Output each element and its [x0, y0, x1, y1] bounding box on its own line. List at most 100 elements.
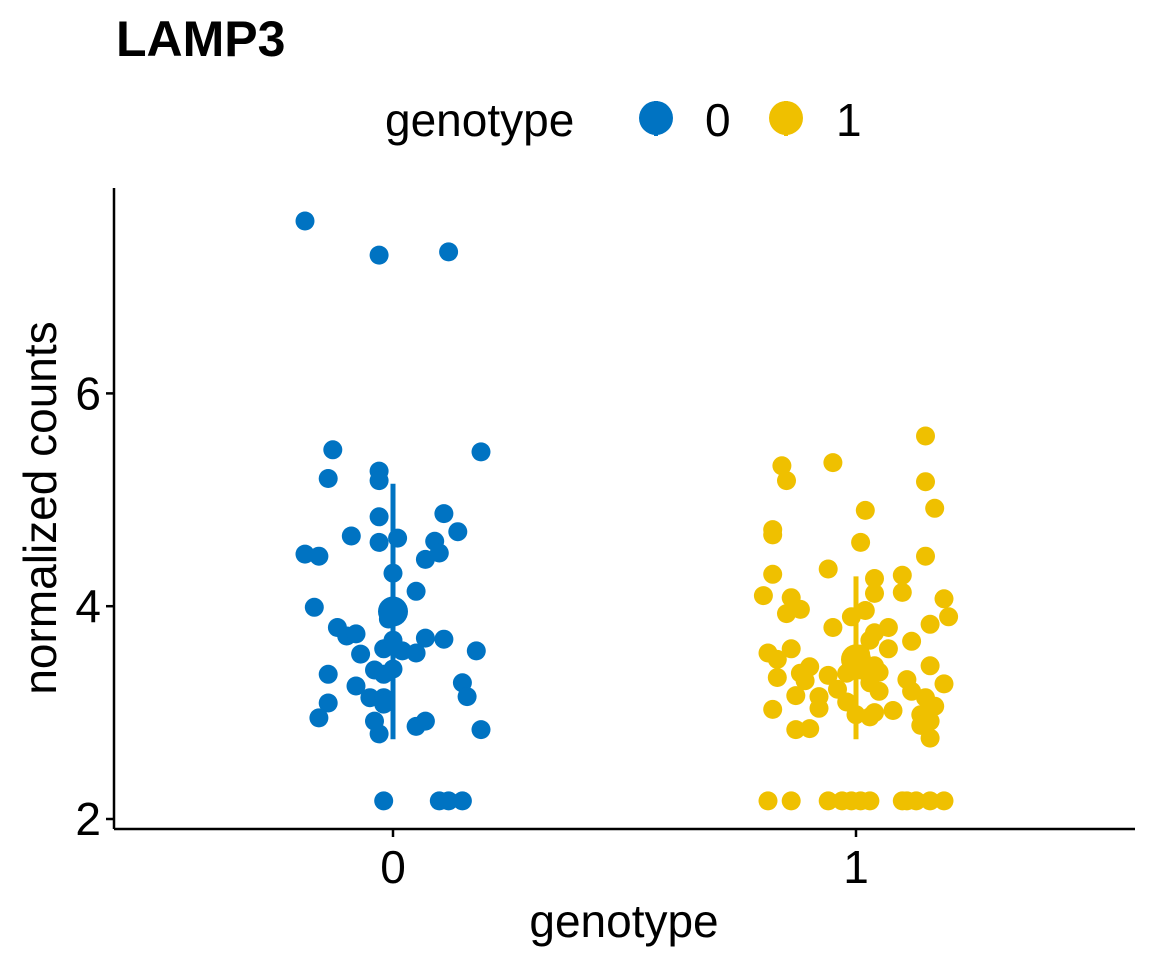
data-point: [318, 469, 338, 488]
data-point: [920, 728, 940, 748]
data-point: [304, 597, 324, 617]
data-point: [781, 639, 801, 659]
data-point: [902, 631, 922, 651]
data-point: [434, 504, 454, 524]
data-point: [753, 586, 773, 606]
data-point: [786, 720, 806, 740]
legend-title: genotype: [385, 94, 574, 146]
summary-mean-point: [841, 644, 871, 675]
data-point: [471, 442, 491, 462]
data-point: [883, 701, 903, 720]
data-point: [369, 724, 389, 744]
data-point: [374, 664, 394, 684]
data-point: [777, 471, 796, 491]
y-tick-label: 2: [75, 793, 101, 845]
data-point: [763, 699, 783, 719]
data-point: [795, 671, 815, 691]
data-point: [452, 791, 472, 811]
data-point: [925, 696, 945, 716]
x-axis-title: genotype: [529, 895, 718, 947]
data-point: [346, 676, 366, 696]
data-point: [439, 791, 459, 811]
data-point: [818, 665, 838, 685]
data-point: [471, 720, 491, 740]
data-point: [800, 719, 820, 739]
data-point: [781, 791, 801, 811]
plot-area: [295, 211, 959, 811]
data-point: [374, 791, 394, 811]
data-point: [860, 791, 880, 811]
data-point: [369, 471, 389, 491]
data-point: [429, 543, 449, 563]
data-point: [318, 664, 338, 684]
data-point: [892, 582, 912, 602]
data-point: [374, 694, 394, 714]
data-point: [767, 649, 787, 669]
data-point: [369, 507, 389, 527]
data-point: [767, 668, 787, 687]
data-point: [818, 559, 838, 579]
data-point: [920, 791, 940, 811]
legend-key-0: [639, 101, 673, 136]
data-point: [763, 520, 783, 540]
data-point: [939, 607, 959, 627]
data-point: [855, 500, 875, 520]
legend-label-0: 0: [705, 94, 731, 146]
data-point: [934, 589, 954, 609]
y-axis-ticks: 2 4 6: [75, 367, 114, 845]
data-point: [869, 681, 889, 701]
legend-label-1: 1: [836, 94, 862, 146]
x-tick-label: 1: [843, 841, 869, 893]
data-point: [309, 708, 329, 728]
legend-key-1-dot: [769, 101, 803, 135]
data-point: [892, 565, 912, 585]
data-point: [763, 564, 783, 584]
data-point: [916, 472, 935, 492]
data-point: [406, 643, 426, 663]
data-point: [916, 426, 935, 446]
data-point: [341, 526, 361, 546]
data-point: [457, 687, 477, 707]
data-point: [920, 614, 940, 634]
data-point: [448, 522, 468, 542]
data-point: [786, 686, 806, 706]
data-point: [934, 674, 954, 694]
data-point: [369, 532, 389, 552]
data-point: [823, 453, 843, 473]
data-point: [920, 656, 940, 676]
data-point: [823, 618, 843, 637]
data-point: [318, 693, 338, 713]
data-point: [466, 641, 486, 661]
data-point: [772, 456, 792, 476]
chart-title: LAMP3: [116, 11, 285, 67]
data-point: [865, 569, 884, 588]
data-point: [818, 791, 838, 811]
data-point: [309, 546, 329, 566]
data-point: [851, 532, 871, 552]
data-point: [934, 791, 954, 811]
data-point: [860, 707, 880, 727]
data-point: [906, 791, 926, 811]
data-point: [346, 624, 366, 644]
data-point: [925, 498, 945, 518]
data-point: [406, 581, 426, 601]
data-point: [777, 604, 796, 624]
legend-key-0-dot: [639, 101, 673, 135]
data-point: [415, 628, 435, 648]
data-point: [758, 791, 778, 811]
data-point: [369, 245, 389, 265]
legend-key-1: [769, 101, 803, 136]
data-point: [434, 629, 454, 649]
data-point: [860, 630, 880, 650]
data-point: [916, 546, 935, 566]
data-point: [323, 440, 343, 460]
data-point: [809, 698, 829, 718]
data-point: [439, 242, 459, 262]
summary-mean-point: [378, 596, 408, 627]
series-1: [753, 426, 959, 811]
data-point: [406, 716, 426, 736]
data-point: [351, 644, 371, 664]
data-point: [878, 639, 898, 659]
